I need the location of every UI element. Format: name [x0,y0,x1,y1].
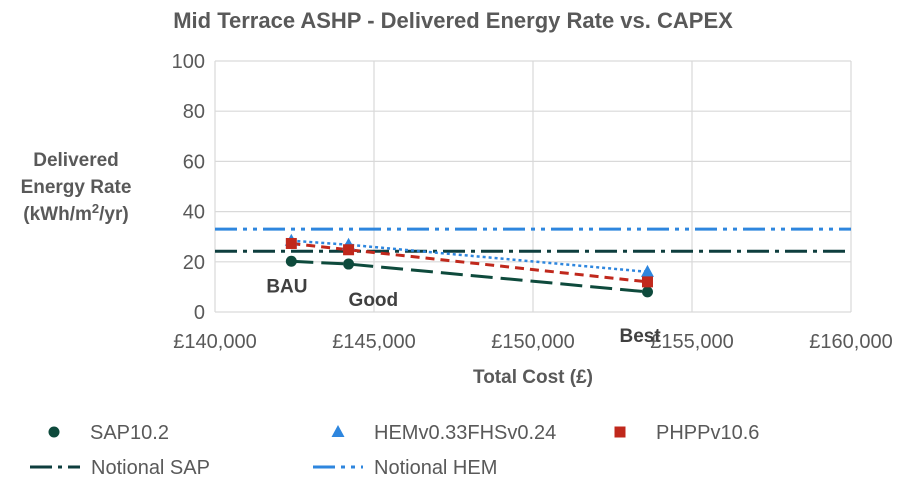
legend-item: PHPPv10.6 [614,422,759,444]
point-label: Best [619,326,661,347]
legend-label: PHPPv10.6 [656,422,759,444]
x-tick-label: £150,000 [491,331,574,353]
legend-label: HEMv0.33FHSv0.24 [374,422,556,444]
legend: SAP10.2 HEMv0.33FHSv0.24 PHPPv10.6 Notional… [30,422,759,479]
y-axis-title-line-3: (kWh/m2/yr) [23,201,128,225]
y-axis-title-line-2: Energy Rate [21,177,132,198]
legend-item: Notional SAP [30,457,210,479]
legend-label: Notional HEM [374,457,497,479]
point-annotations: BAU Good Best [266,276,661,347]
legend-label: Notional SAP [91,457,210,479]
y-tick-label: 40 [183,202,205,224]
data-point-triangle [640,264,654,277]
y-tick-label: 0 [194,302,205,324]
y-axis-title-line-1: Delivered [33,150,119,171]
x-tick-labels: £140,000 £145,000 £150,000 £155,000 £160,000 [173,331,892,353]
y-tick-label: 100 [172,51,205,73]
legend-label: SAP10.2 [90,422,169,444]
point-label: BAU [266,276,307,297]
legend-marker-square [614,426,626,438]
data-point-square [343,244,355,256]
x-tick-label: £140,000 [173,331,256,353]
data-point-circle [641,286,653,298]
series-lines [291,239,648,294]
data-point-square [641,276,653,288]
y-tick-label: 60 [183,151,205,173]
y-axis-unit-part-2: /yr) [99,204,129,225]
reference-lines [215,227,851,253]
x-tick-label: £160,000 [809,331,892,353]
series-trend-line [291,259,648,294]
chart-title: Mid Terrace ASHP - Delivered Energy Rate… [173,8,733,33]
y-axis-unit-part-1: (kWh/m [23,204,92,225]
data-point-square [285,237,297,249]
legend-item: SAP10.2 [48,422,169,444]
legend-item: HEMv0.33FHSv0.24 [331,422,556,444]
y-tick-label: 20 [183,252,205,274]
data-point-circle [343,258,355,270]
legend-marker-triangle [331,425,345,437]
y-tick-labels: 0 20 40 60 80 100 [172,51,205,324]
legend-item: Notional HEM [313,457,497,479]
legend-marker-circle [48,426,60,438]
gridlines [214,60,852,313]
y-axis-unit-superscript: 2 [92,201,99,216]
y-tick-label: 80 [183,101,205,123]
series-trend-line [291,241,648,284]
x-axis-title: Total Cost (£) [473,367,593,388]
series-trend-line [291,239,648,274]
data-point-circle [285,255,297,267]
point-label: Good [349,290,399,311]
x-tick-label: £155,000 [650,331,733,353]
x-tick-label: £145,000 [332,331,415,353]
series-markers [284,233,654,298]
y-axis-title: Delivered Energy Rate (kWh/m2/yr) [21,150,132,225]
